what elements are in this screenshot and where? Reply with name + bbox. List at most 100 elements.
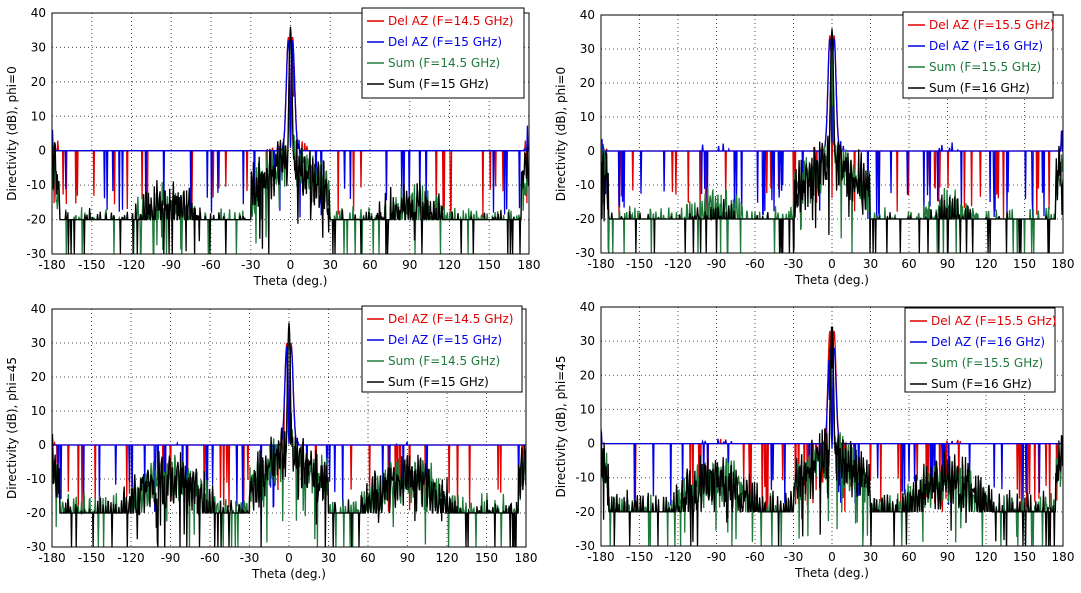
legend-label: Del AZ (F=16 GHz) bbox=[929, 39, 1043, 53]
x-tick-label: 180 bbox=[515, 551, 538, 565]
legend-label: Del AZ (F=15 GHz) bbox=[388, 333, 502, 347]
y-tick-label: 0 bbox=[587, 144, 595, 158]
x-tick-label: 0 bbox=[287, 258, 295, 272]
series-line-2 bbox=[52, 346, 526, 512]
x-tick-label: 60 bbox=[362, 258, 377, 272]
legend-label: Sum (F=16 GHz) bbox=[929, 81, 1030, 95]
legend-label: Sum (F=14.5 GHz) bbox=[388, 56, 500, 70]
series-line-2 bbox=[601, 347, 1063, 511]
x-tick-label: 90 bbox=[940, 550, 955, 564]
legend-label: Sum (F=14.5 GHz) bbox=[388, 354, 500, 368]
x-tick-label: -60 bbox=[200, 551, 220, 565]
legend: Del AZ (F=14.5 GHz) Del AZ (F=15 GHz) Sum … bbox=[361, 7, 525, 99]
x-tick-label: 30 bbox=[321, 551, 336, 565]
y-tick-label: 30 bbox=[580, 42, 595, 56]
x-tick-label: -180 bbox=[38, 258, 65, 272]
x-tick-label: 30 bbox=[863, 257, 878, 271]
legend-label: Del AZ (F=15.5 GHz) bbox=[929, 18, 1055, 32]
x-axis-label: Theta (deg.) bbox=[251, 567, 326, 581]
x-tick-label: -90 bbox=[707, 257, 727, 271]
series-line-4 bbox=[52, 26, 529, 254]
legend-label: Del AZ (F=15 GHz) bbox=[388, 35, 502, 49]
legend-label: Sum (F=15.5 GHz) bbox=[929, 60, 1041, 74]
y-tick-label: 10 bbox=[580, 402, 595, 416]
series-line-4 bbox=[52, 322, 526, 547]
series-line-4 bbox=[601, 326, 1063, 546]
x-tick-label: -150 bbox=[78, 258, 105, 272]
x-tick-label: 120 bbox=[438, 258, 461, 272]
x-tick-label: 180 bbox=[1052, 257, 1075, 271]
legend-label: Sum (F=16 GHz) bbox=[931, 377, 1032, 391]
y-tick-label: 20 bbox=[31, 75, 46, 89]
chart-panel-p2: -180 -150 -120 -90 -60 -30 0 30 60 90 120 150 180 -30… bbox=[554, 8, 1074, 287]
y-tick-label: -10 bbox=[26, 472, 46, 486]
plot-frame bbox=[600, 14, 1064, 254]
legend-box bbox=[902, 11, 1054, 99]
x-tick-label: -90 bbox=[707, 550, 727, 564]
x-axis-label: Theta (deg.) bbox=[253, 274, 328, 288]
y-tick-label: -10 bbox=[575, 178, 595, 192]
y-tick-label: 20 bbox=[31, 370, 46, 384]
x-tick-label: -150 bbox=[626, 257, 653, 271]
x-tick-label: 120 bbox=[975, 550, 998, 564]
x-tick-label: -120 bbox=[664, 257, 691, 271]
y-tick-label: -10 bbox=[575, 471, 595, 485]
legend: Del AZ (F=14.5 GHz) Del AZ (F=15 GHz) Sum … bbox=[361, 305, 523, 393]
y-tick-label: -20 bbox=[575, 505, 595, 519]
y-tick-label: 30 bbox=[31, 40, 46, 54]
x-tick-label: -180 bbox=[38, 551, 65, 565]
x-tick-label: 150 bbox=[475, 551, 498, 565]
legend: Del AZ (F=15.5 GHz) Del AZ (F=16 GHz) Sum … bbox=[902, 11, 1055, 99]
plot-frame bbox=[600, 306, 1064, 547]
y-tick-label: 40 bbox=[31, 6, 46, 20]
series-line-4 bbox=[601, 28, 1063, 253]
x-tick-label: 180 bbox=[518, 258, 541, 272]
y-tick-label: 10 bbox=[31, 404, 46, 418]
y-tick-label: 20 bbox=[580, 368, 595, 382]
x-axis-label: Theta (deg.) bbox=[794, 273, 869, 287]
x-tick-label: -180 bbox=[587, 257, 614, 271]
y-tick-label: 20 bbox=[580, 76, 595, 90]
y-tick-label: 0 bbox=[587, 437, 595, 451]
x-tick-label: -120 bbox=[117, 551, 144, 565]
x-tick-label: -30 bbox=[240, 551, 260, 565]
y-tick-label: -30 bbox=[26, 247, 46, 261]
plot-frame bbox=[51, 12, 530, 255]
x-tick-label: -30 bbox=[784, 257, 804, 271]
x-tick-label: -90 bbox=[161, 551, 181, 565]
legend-box bbox=[361, 7, 525, 99]
x-tick-label: 0 bbox=[285, 551, 293, 565]
x-tick-label: -180 bbox=[587, 550, 614, 564]
legend-label: Sum (F=15 GHz) bbox=[388, 375, 489, 389]
series-line-2 bbox=[52, 40, 529, 218]
legend-box bbox=[361, 305, 523, 393]
legend-box bbox=[904, 307, 1056, 393]
x-tick-label: 90 bbox=[940, 257, 955, 271]
x-tick-label: -30 bbox=[784, 550, 804, 564]
x-tick-label: -60 bbox=[201, 258, 221, 272]
y-axis-label: Directivity (dB), phi=45 bbox=[5, 357, 19, 499]
y-tick-label: 30 bbox=[31, 336, 46, 350]
x-tick-label: -60 bbox=[745, 550, 765, 564]
x-tick-label: 60 bbox=[901, 257, 916, 271]
x-tick-label: 150 bbox=[1013, 257, 1036, 271]
x-tick-label: -120 bbox=[664, 550, 691, 564]
legend-label: Sum (F=15.5 GHz) bbox=[931, 356, 1043, 370]
x-tick-label: 30 bbox=[863, 550, 878, 564]
x-tick-label: 30 bbox=[323, 258, 338, 272]
x-tick-label: -150 bbox=[626, 550, 653, 564]
x-tick-label: 60 bbox=[901, 550, 916, 564]
y-tick-label: 0 bbox=[38, 438, 46, 452]
legend-label: Sum (F=15 GHz) bbox=[388, 77, 489, 91]
x-tick-label: 150 bbox=[478, 258, 501, 272]
x-tick-label: 0 bbox=[828, 550, 836, 564]
x-tick-label: 150 bbox=[1013, 550, 1036, 564]
legend-label: Del AZ (F=16 GHz) bbox=[931, 335, 1045, 349]
y-tick-label: 10 bbox=[31, 109, 46, 123]
x-tick-label: 120 bbox=[436, 551, 459, 565]
y-tick-label: 10 bbox=[580, 110, 595, 124]
y-tick-label: -10 bbox=[26, 178, 46, 192]
legend-label: Del AZ (F=15.5 GHz) bbox=[931, 314, 1057, 328]
y-tick-label: 40 bbox=[580, 8, 595, 22]
